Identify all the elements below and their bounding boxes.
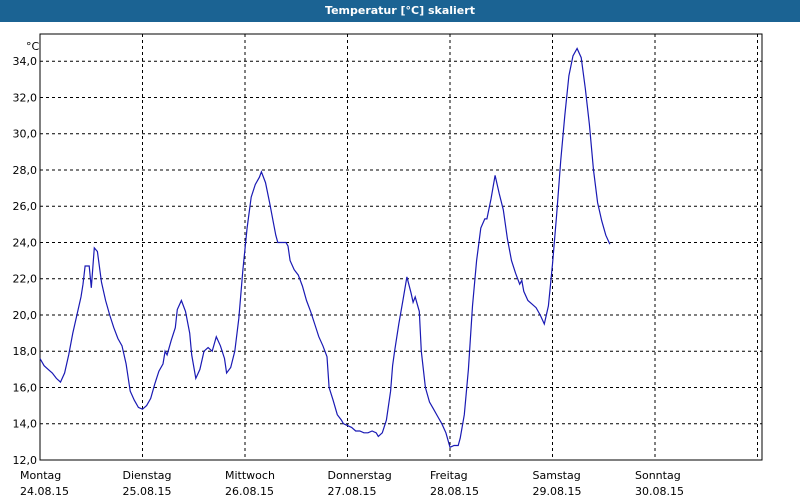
- y-tick-label: 34,0: [13, 55, 38, 68]
- x-tick-date-label: 25.08.15: [123, 485, 172, 498]
- horizontal-gridlines: [40, 60, 762, 425]
- x-tick-day-label: Donnerstag: [328, 469, 392, 482]
- x-tick-date-label: 26.08.15: [225, 485, 274, 498]
- y-tick-label: 24,0: [13, 236, 38, 249]
- y-tick-label: 32,0: [13, 91, 38, 104]
- y-tick-label: 18,0: [13, 345, 38, 358]
- x-tick-date-label: 29.08.15: [533, 485, 582, 498]
- x-tick-date-label: 30.08.15: [635, 485, 684, 498]
- x-tick-day-label: Mittwoch: [225, 469, 275, 482]
- x-tick-date-label: 27.08.15: [328, 485, 377, 498]
- plot-area: [39, 33, 763, 461]
- x-tick-day-label: Sonntag: [635, 469, 681, 482]
- y-tick-label: 16,0: [13, 381, 38, 394]
- x-tick-day-label: Freitag: [430, 469, 468, 482]
- x-tick-day-label: Montag: [20, 469, 61, 482]
- y-tick-label: 12,0: [13, 454, 38, 467]
- x-axis-ticks: Montag 24.08.15 Dienstag 25.08.15 Mittwoch 26…: [20, 469, 684, 498]
- y-axis-unit: °C: [26, 40, 40, 53]
- y-tick-label: 30,0: [13, 128, 38, 141]
- y-tick-label: 14,0: [13, 418, 38, 431]
- y-tick-label: 20,0: [13, 309, 38, 322]
- x-tick-day-label: Dienstag: [123, 469, 172, 482]
- x-tick-date-label: 28.08.15: [430, 485, 479, 498]
- chart-title: Temperatur [°C] skaliert: [0, 0, 800, 22]
- y-tick-label: 26,0: [13, 200, 38, 213]
- y-axis-ticks: 12,0 14,0 16,0 18,0 20,0 22,0 24,0 26,0 28,0 30,0…: [13, 55, 38, 467]
- x-tick-date-label: 24.08.15: [20, 485, 69, 498]
- x-tick-day-label: Samstag: [533, 469, 581, 482]
- temperature-series-line: [39, 47, 611, 449]
- y-tick-label: 28,0: [13, 164, 38, 177]
- y-tick-label: 22,0: [13, 273, 38, 286]
